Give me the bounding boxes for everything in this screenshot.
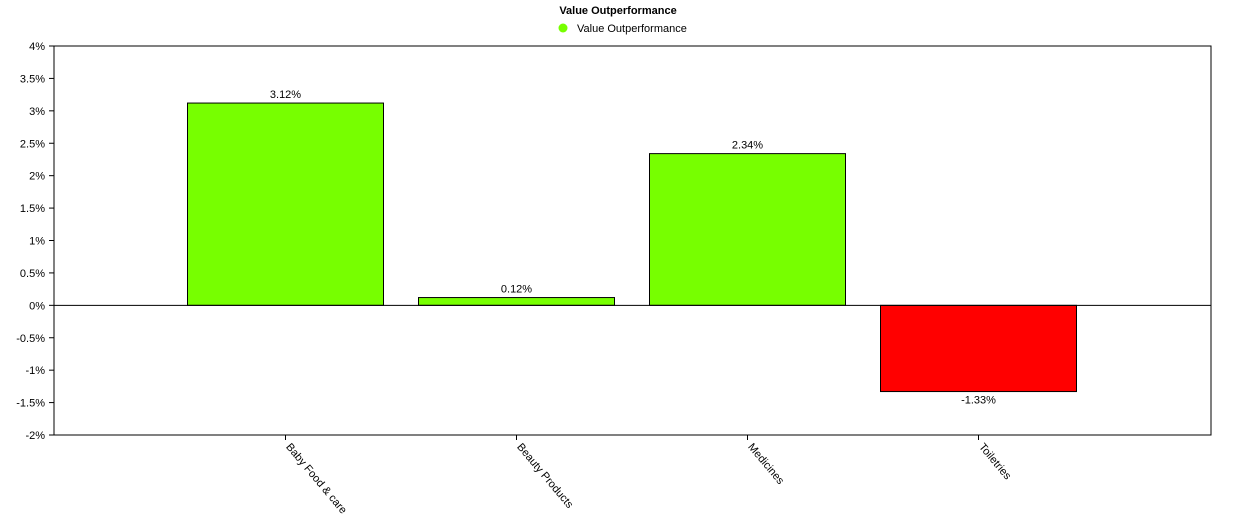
- chart-title: Value Outperformance: [559, 5, 676, 17]
- bar-medicines[interactable]: [649, 153, 846, 306]
- y-tick-label: -0.5%: [16, 333, 45, 345]
- y-tick-label: 0%: [29, 300, 45, 312]
- legend: Value Outperformance: [558, 23, 687, 35]
- y-tick-label: 2%: [29, 171, 45, 183]
- y-tick-label: 2.5%: [20, 138, 45, 150]
- legend-marker: [558, 23, 568, 33]
- x-axis: Baby Food & care Beauty Products Medicines…: [283, 435, 1014, 516]
- data-label: 2.34%: [732, 140, 763, 152]
- y-tick-label: 0.5%: [20, 268, 45, 280]
- y-tick-label: 1.5%: [20, 203, 45, 215]
- y-tick-label: -1%: [25, 365, 45, 377]
- x-tick-label: Baby Food & care: [283, 441, 349, 516]
- y-tick-label: -2%: [25, 430, 45, 442]
- data-label: 0.12%: [501, 284, 532, 296]
- bars: [187, 102, 1077, 393]
- x-tick-label: Medicines: [745, 441, 786, 487]
- legend-entry-value-outperformance: Value Outperformance: [577, 23, 687, 35]
- y-tick-label: 3%: [29, 106, 45, 118]
- y-tick-label: 1%: [29, 236, 45, 248]
- y-tick-label: -1.5%: [16, 398, 45, 410]
- y-tick-label: 3.5%: [20, 73, 45, 85]
- x-tick-label: Beauty Products: [514, 441, 575, 511]
- data-label: 3.12%: [270, 89, 301, 101]
- y-tick-label: 4%: [29, 41, 45, 53]
- bar-baby-food-care[interactable]: [187, 102, 384, 306]
- data-label: -1.33%: [961, 395, 996, 407]
- bar-toiletries[interactable]: [880, 304, 1077, 393]
- x-tick-label: Toiletries: [976, 441, 1013, 482]
- y-axis: 4% 3.5% 3% 2.5% 2% 1.5% 1% 0.5% 0% -0.5% -1% -1.5% -…: [16, 41, 54, 442]
- bar-beauty-products[interactable]: [418, 297, 615, 306]
- data-labels: 3.12% 0.12% 2.34% -1.33%: [270, 89, 996, 407]
